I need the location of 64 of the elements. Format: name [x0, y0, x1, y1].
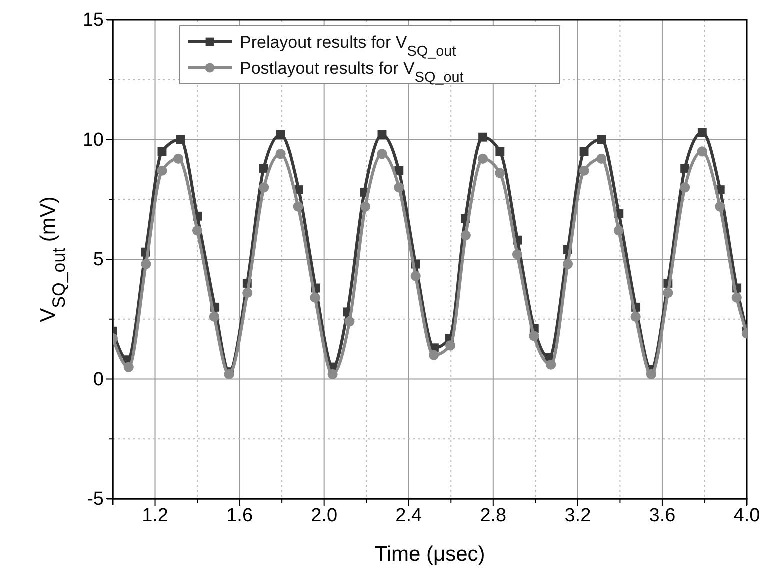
point [293, 202, 304, 212]
point [680, 164, 690, 173]
point [192, 226, 203, 236]
point [344, 316, 355, 327]
point [715, 202, 726, 212]
point [224, 369, 234, 380]
point [360, 202, 371, 212]
point [378, 130, 387, 140]
point [697, 146, 708, 157]
point [562, 259, 574, 270]
x-tick-label: 1.2 [142, 505, 168, 526]
point [141, 259, 152, 270]
point [630, 312, 641, 322]
point [259, 164, 268, 173]
x-tick-label: 1.6 [226, 505, 254, 526]
point [410, 271, 421, 282]
point [377, 149, 388, 160]
point [580, 147, 589, 156]
point [663, 288, 674, 298]
point [698, 128, 707, 138]
point [597, 135, 606, 144]
point [310, 292, 320, 303]
point [176, 135, 186, 144]
y-tick-label: -5 [87, 489, 104, 510]
point [529, 331, 540, 342]
point [124, 362, 134, 372]
point [276, 149, 286, 160]
y-tick-label: 5 [93, 250, 104, 271]
point [428, 350, 440, 360]
point [276, 130, 286, 140]
point [209, 312, 220, 322]
point [512, 250, 523, 260]
x-axis-title: Time (μsec) [374, 543, 486, 566]
x-tick-label: 3.6 [649, 505, 676, 526]
point [614, 226, 624, 236]
x-tick-label: 2.0 [311, 505, 338, 526]
y-tick-label: 15 [82, 10, 104, 32]
point [328, 369, 338, 380]
point [732, 292, 742, 303]
point [478, 132, 488, 142]
point [157, 166, 168, 176]
point [445, 340, 456, 351]
y-tick-label: 10 [82, 130, 104, 151]
point [646, 369, 657, 380]
point [579, 166, 590, 176]
x-tick-label: 2.8 [480, 505, 507, 526]
point [546, 360, 556, 370]
point [680, 182, 690, 193]
point [496, 147, 505, 156]
point [596, 154, 607, 164]
x-tick-label: 2.4 [396, 505, 422, 526]
point [460, 230, 471, 241]
x-tick-label: 4.0 [734, 505, 760, 526]
y-tick-label: 0 [93, 369, 104, 390]
x-tick-label: 3.2 [564, 505, 592, 526]
point [394, 182, 404, 193]
point [478, 154, 488, 164]
point [495, 168, 506, 178]
point [173, 154, 184, 164]
point [242, 288, 253, 298]
legend-label: Postlayout results for V$_{SQ_out}$ [240, 59, 464, 86]
point [158, 147, 167, 156]
legend-label: Prelayout results for V$_{SQ_out}$ [240, 33, 456, 60]
point [259, 182, 270, 193]
